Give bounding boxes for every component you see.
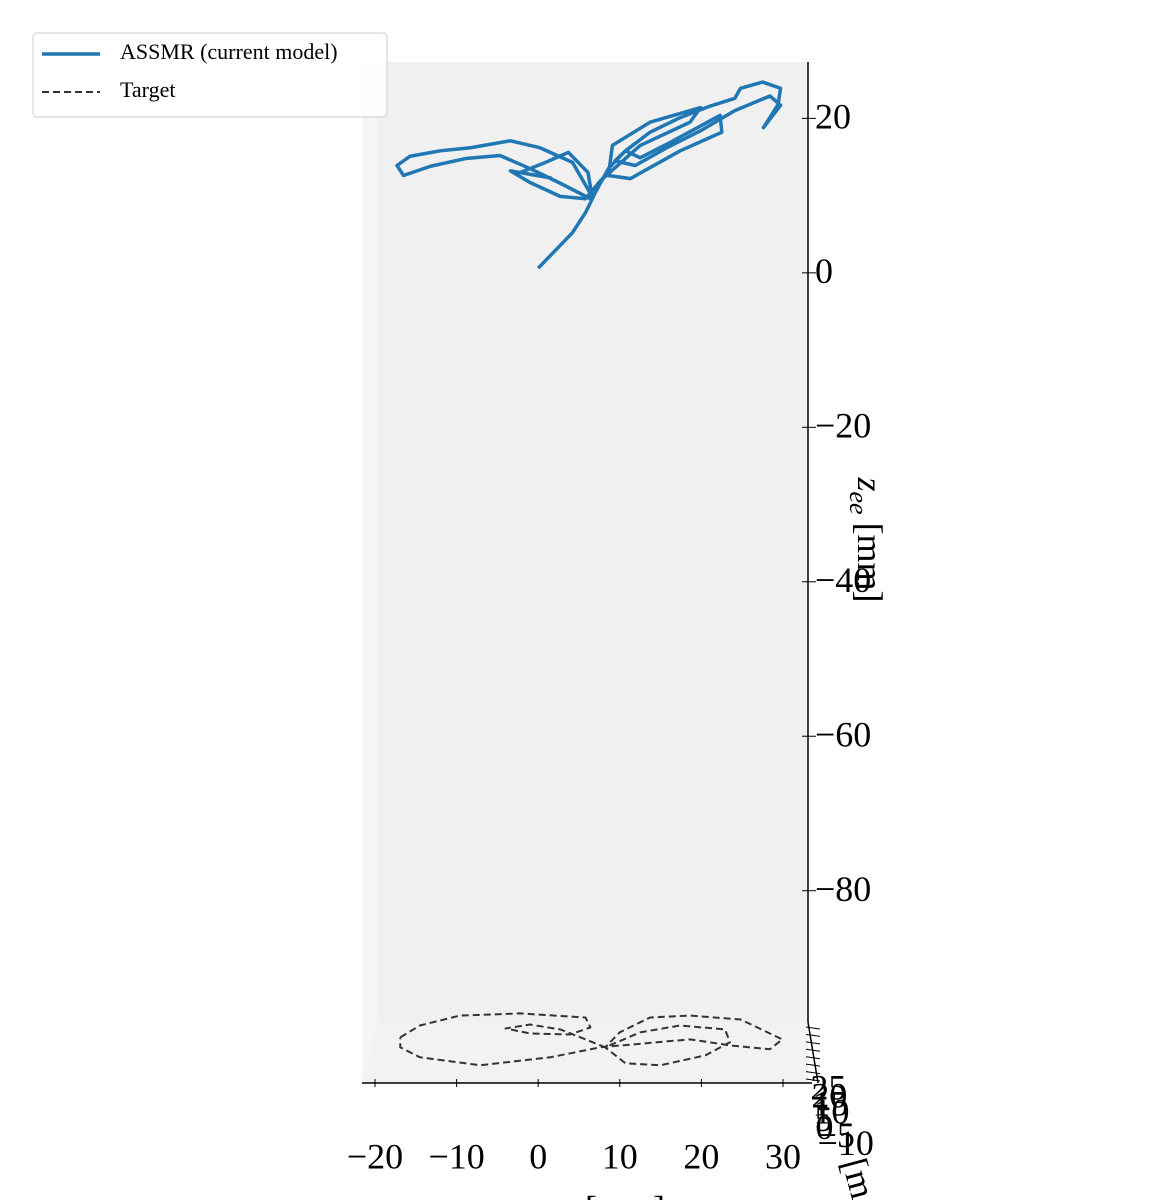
floor-pane [362, 1022, 808, 1083]
y-tick [805, 1063, 821, 1067]
z-tick-label: −20 [815, 406, 871, 446]
series-line [395, 80, 783, 270]
y-tick [805, 1078, 821, 1082]
y-tick [805, 1026, 821, 1030]
y-tick-label: 0 [816, 1107, 834, 1147]
legend-label: ASSMR (current model) [120, 39, 338, 64]
back-pane [377, 62, 808, 1022]
z-tick-label: 20 [815, 97, 851, 137]
y-tick [805, 1033, 821, 1037]
legend [32, 32, 388, 118]
y-tick-label: 10 [813, 1091, 849, 1131]
y-tick-label: −5 [817, 1115, 855, 1155]
z-tick-label: 0 [815, 251, 833, 291]
y-tick [805, 1041, 821, 1045]
y-tick [805, 1056, 821, 1060]
y-tick-label: 5 [815, 1099, 833, 1139]
z-axis-label: zee [mm] [844, 476, 890, 602]
y-tick-label: 15 [812, 1083, 848, 1123]
x-tick-label: 10 [602, 1136, 638, 1176]
y-tick-label: 25 [810, 1067, 846, 1107]
legend-label: Target [120, 77, 175, 102]
y-tick-label: 20 [811, 1075, 847, 1115]
y-tick [805, 1071, 821, 1075]
z-tick-label: −60 [815, 715, 871, 755]
x-tick-label: 20 [683, 1136, 719, 1176]
side-pane [362, 62, 377, 1083]
x-tick-label: 0 [529, 1136, 547, 1176]
z-label-symbol: z [850, 476, 890, 491]
x-tick-label: −10 [428, 1136, 484, 1176]
y-tick-label: −10 [818, 1123, 874, 1163]
z-tick-label: −40 [815, 560, 871, 600]
y-tick [805, 1048, 821, 1052]
x-tick-label: −20 [347, 1136, 403, 1176]
z-label-unit: [mm] [850, 523, 890, 603]
x-tick-label: 30 [765, 1136, 801, 1176]
y-axis-label: [m [834, 1154, 883, 1200]
z-label-subscript: ee [844, 491, 873, 514]
z-tick-label: −80 [815, 869, 871, 909]
series-line [399, 1012, 784, 1067]
x-axis-label: [mm] [585, 1188, 665, 1200]
